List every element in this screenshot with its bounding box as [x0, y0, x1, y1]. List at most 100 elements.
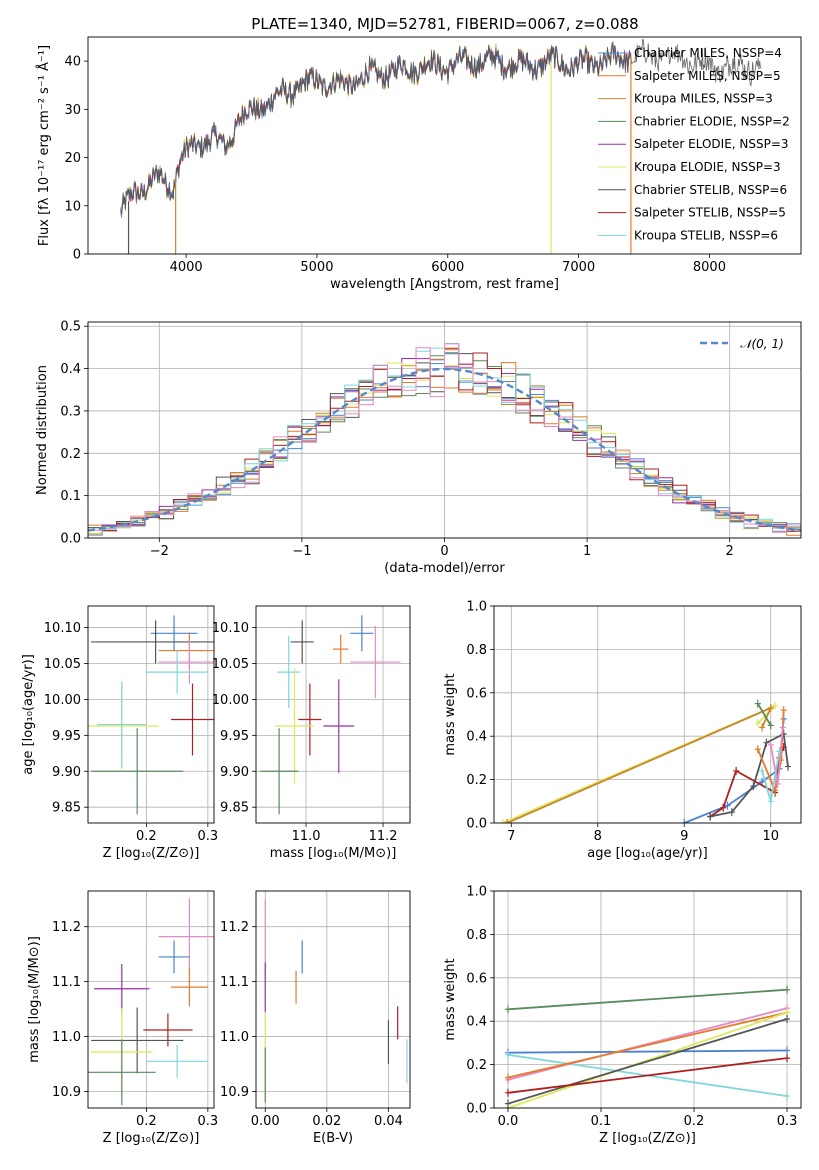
y-axis-label: Flux [fλ 10⁻¹⁷ erg cm⁻² s⁻¹ Å⁻¹]: [36, 45, 52, 246]
data-point: [91, 620, 214, 664]
y-tick-label: 0.0: [466, 817, 487, 832]
point-marker: [759, 723, 766, 732]
point-marker: [779, 723, 786, 732]
point-marker: [767, 703, 774, 712]
point-marker: [784, 1015, 791, 1024]
x-tick-label: 8: [594, 829, 602, 844]
legend-entry: Salpeter MILES, NSSP=5: [634, 69, 781, 83]
x-axis-label: wavelength [Angstrom, rest frame]: [330, 277, 559, 292]
data-point: [146, 650, 208, 694]
y-tick-label: 30: [64, 103, 81, 118]
x-tick-label: 0.2: [136, 829, 157, 844]
z_mass-frame: [87, 890, 215, 1109]
spectrum-legend: Chabrier MILES, NSSP=4 Salpeter MILES, NS…: [598, 46, 790, 242]
point-marker: [728, 808, 735, 817]
y-tick-label: 0.4: [466, 730, 487, 745]
point-marker: [767, 797, 774, 806]
z_mass-points: [88, 898, 214, 1106]
y-tick-label: 10.05: [44, 657, 81, 672]
y-tick-label: 9.95: [220, 729, 249, 744]
y-tick-label: 0.4: [466, 1015, 487, 1030]
point-marker: [780, 706, 787, 715]
y-tick-label: 9.95: [52, 729, 81, 744]
data-point: [170, 967, 208, 1007]
data-point: [275, 668, 314, 784]
y-tick-label: 9.85: [220, 801, 249, 816]
data-point: [350, 615, 374, 652]
y-tick-label: 9.90: [220, 765, 249, 780]
mass_age-frame: [255, 605, 411, 824]
x-axis-label: Z [log₁₀(Z/Z⊙)]: [103, 1131, 200, 1146]
x-tick-label: 4000: [170, 260, 203, 275]
y-tick-label: 11.1: [52, 975, 81, 990]
x-tick-label: 0.0: [498, 1114, 519, 1129]
y-tick-label: 9.90: [52, 765, 81, 780]
x-tick-label: 0.2: [136, 1114, 157, 1129]
point-marker: [774, 779, 781, 788]
data-point: [323, 679, 355, 773]
spectrum-axes: 4000 5000 6000 7000 8000 0 10 20 30 40 wavelength …: [36, 45, 726, 292]
data-point: [158, 640, 214, 684]
y-axis-label: mass [log₁₀(M/M⊙)]: [27, 936, 42, 1063]
x-tick-label: 2: [726, 544, 734, 559]
y-tick-label: 11.2: [52, 920, 81, 935]
point-marker: [503, 819, 510, 823]
x-tick-label: 6000: [431, 260, 464, 275]
point-marker: [724, 801, 731, 810]
x-tick-label: 0.02: [312, 1114, 341, 1129]
plot-layer: 4000 5000 6000 7000 8000010203040wavelength …: [21, 36, 802, 1146]
x-tick-label: 0.1: [591, 1114, 612, 1129]
y-tick-label: 1.0: [466, 600, 487, 615]
figure-title: PLATE=1340, MJD=52781, FIBERID=0067, z=0…: [251, 15, 638, 33]
z_mass-axes: 0.2 0.3 10.9 11.0 11.1 11.2 Z [log₁₀(Z/Z⊙)] mas…: [27, 891, 218, 1146]
y-tick-label: 11.0: [220, 1030, 249, 1045]
point-marker: [733, 766, 740, 775]
x-tick-label: 8000: [693, 260, 726, 275]
x-tick-label: 11.2: [369, 829, 398, 844]
point-marker: [784, 1092, 791, 1101]
spectrum-chabrier_miles: [120, 43, 632, 218]
legend-entry: Salpeter STELIB, NSSP=5: [634, 206, 786, 220]
data-point: [158, 940, 190, 974]
point-marker: [767, 721, 774, 730]
x-tick-label: 5000: [300, 260, 333, 275]
y-tick-label: 11.0: [52, 1030, 81, 1045]
y-tick-label: 10.10: [212, 621, 249, 636]
y-tick-label: 10.00: [44, 693, 81, 708]
point-marker: [784, 985, 791, 994]
point-marker: [754, 745, 761, 754]
legend-entry: Kroupa MILES, NSSP=3: [634, 92, 773, 106]
point-marker: [784, 1054, 791, 1063]
y-tick-label: 0.2: [60, 447, 81, 462]
y-tick-label: 0.6: [466, 971, 487, 986]
y-tick-label: 10.00: [212, 693, 249, 708]
y-tick-label: 10.9: [52, 1085, 81, 1100]
point-marker: [720, 803, 727, 812]
point-marker: [754, 719, 761, 728]
line-chabrier_elodie: [757, 703, 772, 726]
point-marker: [504, 1099, 511, 1108]
line-salpeter_miles: [507, 1011, 788, 1079]
x-axis-label: (data-model)/error: [384, 561, 505, 576]
point-marker: [763, 738, 770, 747]
y-tick-label: 0.2: [466, 1058, 487, 1073]
mass_age-points: [259, 615, 401, 815]
x-axis-label: E(B-V): [313, 1131, 353, 1146]
data-point: [91, 1007, 184, 1074]
x-tick-label: 9: [680, 829, 688, 844]
ebv_mass-points: [264, 899, 408, 1103]
legend-entry: 𝒩(0, 1): [740, 337, 784, 351]
y-tick-label: 0.1: [60, 489, 81, 504]
z_age-points: [88, 615, 214, 815]
legend-entry: Kroupa ELODIE, NSSP=3: [634, 160, 781, 174]
point-marker: [681, 819, 688, 823]
point-marker: [707, 812, 714, 821]
x-axis-label: Z [log₁₀(Z/Z⊙)]: [599, 1131, 696, 1146]
data-point: [333, 634, 349, 664]
legend-entry: Kroupa STELIB, NSSP=6: [634, 228, 778, 242]
point-marker: [504, 1050, 511, 1059]
y-tick-label: 20: [64, 151, 81, 166]
x-tick-label: 0.3: [198, 1114, 219, 1129]
age_weight-axes: 7 8 9 10 0.0 0.2 0.4 0.6 0.8 1.0 age [log₁₀(age/yr…: [443, 600, 801, 861]
